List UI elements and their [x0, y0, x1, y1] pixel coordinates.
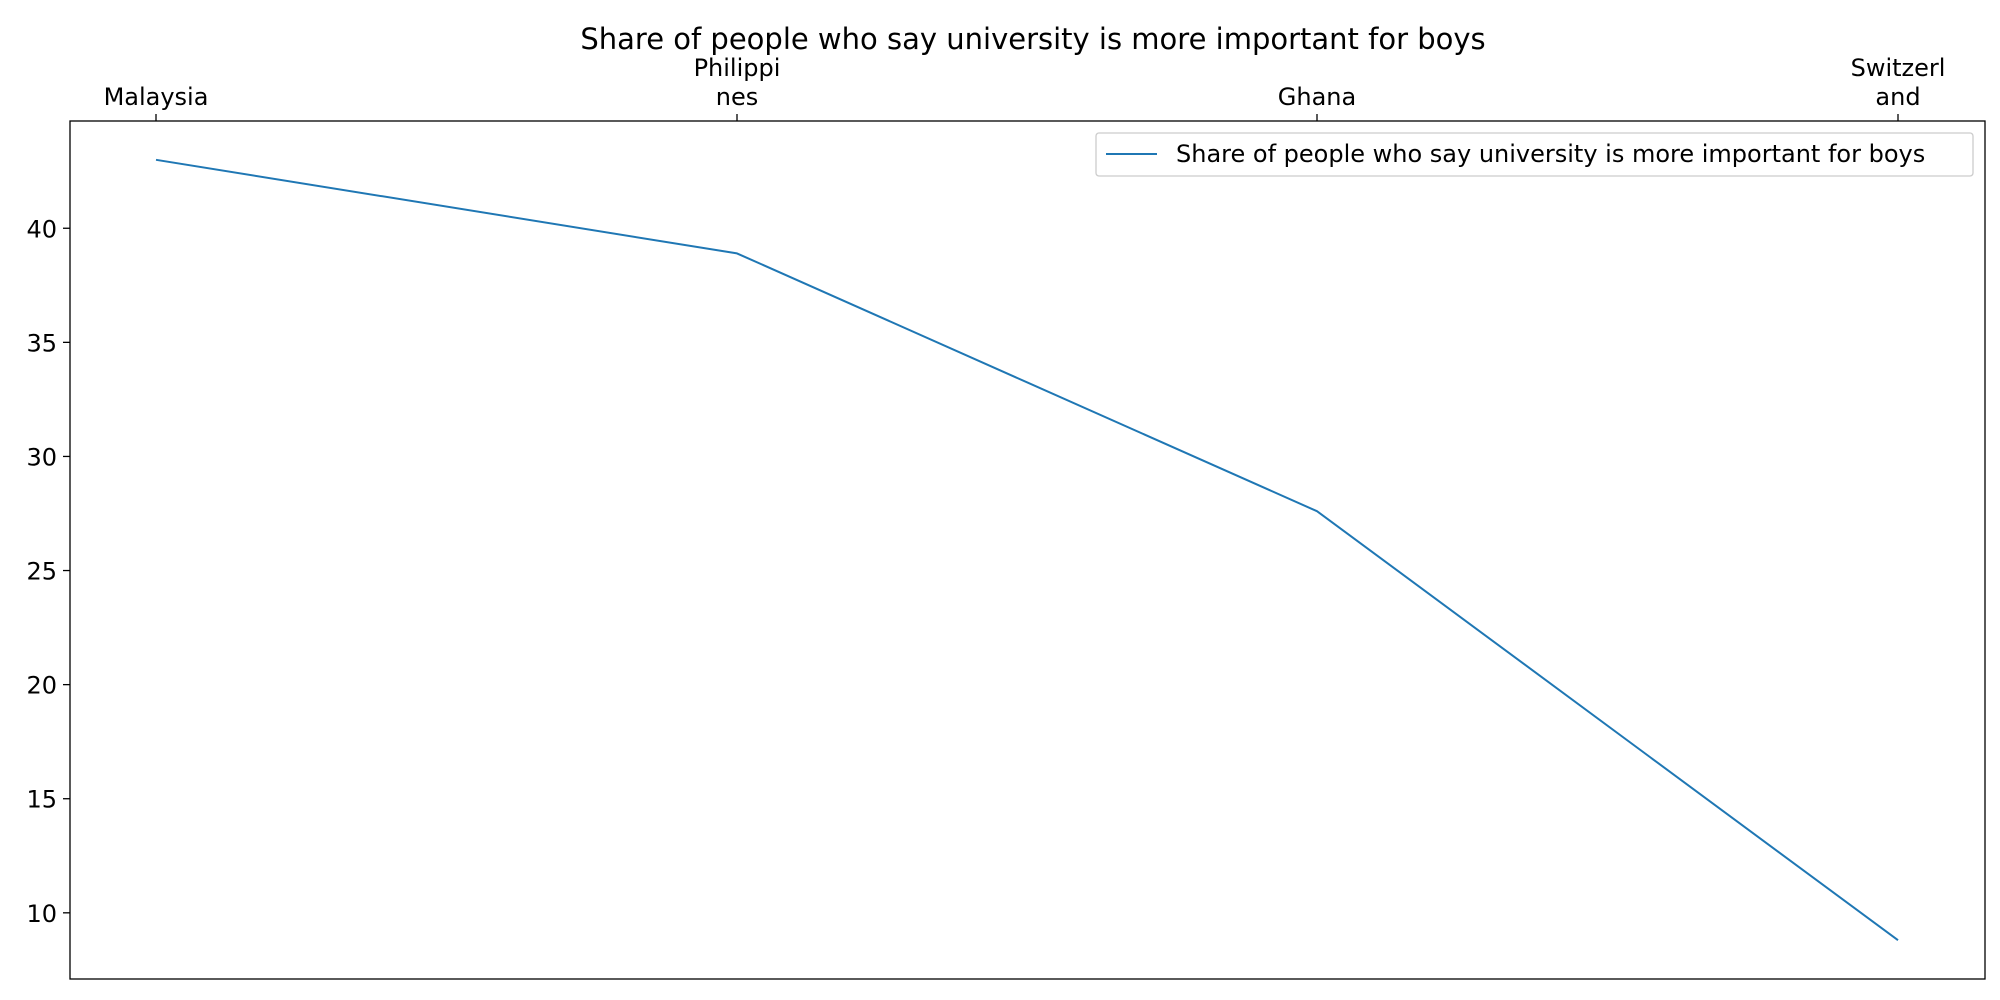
x-tick-label: Ghana: [1278, 83, 1356, 111]
y-tick-label: 10: [26, 900, 57, 928]
plot-frame: [69, 120, 1986, 980]
y-tick-label: 20: [26, 672, 57, 700]
x-tick-label: Malaysia: [104, 83, 209, 111]
x-tick-label-line: Philippi: [694, 54, 781, 82]
y-tick-label: 40: [26, 215, 57, 243]
y-tick-label: 35: [26, 329, 57, 357]
y-tick-label: 15: [26, 786, 57, 814]
x-tick-label-line: Ghana: [1278, 83, 1356, 111]
x-tick-label-line: Malaysia: [104, 83, 209, 111]
y-tick-label: 30: [26, 443, 57, 471]
plot-area: [155, 158, 1899, 942]
legend-label: Share of people who say university is mo…: [1176, 140, 1925, 168]
legend-box: [1095, 132, 1974, 177]
x-tick-label: Philippi nes: [694, 54, 781, 111]
legend: Share of people who say university is mo…: [1095, 132, 1974, 177]
axes: 10 15 20 25 30 35 40 Malaysia Philippi nes Ghana Sw…: [26, 54, 1945, 928]
chart-title: Share of people who say university is mo…: [580, 22, 1485, 56]
series-line: [155, 158, 1899, 942]
x-tick-label-line: nes: [716, 83, 758, 111]
x-tick-label-line: and: [1875, 83, 1920, 111]
x-tick-label: Switzerl and: [1851, 54, 1946, 111]
x-tick-label-line: Switzerl: [1851, 54, 1946, 82]
y-tick-label: 25: [26, 558, 57, 586]
